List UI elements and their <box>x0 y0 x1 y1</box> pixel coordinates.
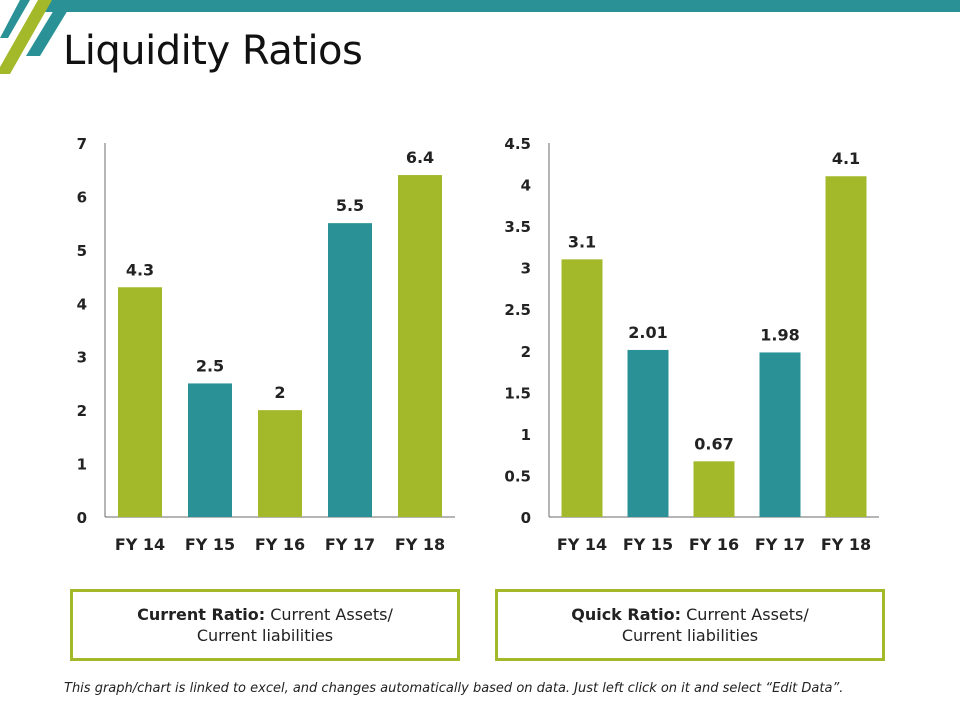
y-tick-label: 4 <box>521 177 531 195</box>
y-tick-label: 2.5 <box>504 301 531 319</box>
definition-line-1: Quick Ratio: Current Assets/ <box>571 604 809 625</box>
bar-fy-17 <box>759 352 801 517</box>
current-ratio-definition: Current Ratio: Current Assets/ Current l… <box>70 589 460 661</box>
y-tick-label: 2 <box>77 402 87 420</box>
bar-fy-14 <box>118 287 162 517</box>
corner-stripes-graphic <box>0 0 960 74</box>
y-tick-label: 3 <box>521 260 531 278</box>
y-tick-label: 3.5 <box>504 218 531 236</box>
green-stripe <box>0 0 52 74</box>
x-category-label: FY 17 <box>755 535 805 554</box>
y-tick-label: 1 <box>521 426 531 444</box>
bar-fy-16 <box>258 410 302 517</box>
bar-fy-18 <box>398 175 442 518</box>
bar-fy-15 <box>188 383 232 517</box>
definition-term: Current Ratio: <box>137 605 266 624</box>
definition-text: Current Assets/ <box>686 605 809 624</box>
x-category-label: FY 15 <box>185 535 235 554</box>
quick-ratio-chart: 0 0.5 1 1.5 2 2.5 3 3.5 4 4.5 3.1 FY 14 2.01 FY 15 0.6… <box>504 135 879 554</box>
top-teal-bar <box>40 0 960 12</box>
y-tick-label: 0.5 <box>504 467 531 485</box>
y-tick-label: 2 <box>521 343 531 361</box>
definition-line-1: Current Ratio: Current Assets/ <box>137 604 393 625</box>
data-label: 4.3 <box>126 260 154 279</box>
current-ratio-chart: 0 1 2 3 4 5 6 7 4.3 FY 14 2.5 FY 15 2 FY 16 5.5 FY 17 6.… <box>77 135 455 554</box>
x-category-label: FY 14 <box>557 535 607 554</box>
x-category-label: FY 15 <box>623 535 673 554</box>
y-tick-label: 0 <box>521 509 531 527</box>
data-label: 1.98 <box>760 325 799 344</box>
data-label: 6.4 <box>406 148 434 167</box>
data-label: 3.1 <box>568 232 596 251</box>
x-category-label: FY 18 <box>821 535 871 554</box>
data-label: 4.1 <box>832 149 860 168</box>
y-tick-label: 1 <box>77 456 87 474</box>
bar-fy-15 <box>627 349 669 517</box>
x-category-label: FY 14 <box>115 535 165 554</box>
bar-fy-17 <box>328 223 372 517</box>
bar-fy-14 <box>561 259 603 517</box>
data-label: 2 <box>274 383 285 402</box>
y-tick-label: 6 <box>77 188 87 206</box>
footnote: This graph/chart is linked to excel, and… <box>64 681 844 696</box>
y-tick-label: 0 <box>77 509 87 527</box>
x-category-label: FY 16 <box>255 535 305 554</box>
bar-fy-18 <box>825 176 867 517</box>
teal-stripe <box>26 0 74 56</box>
x-category-label: FY 17 <box>325 535 375 554</box>
data-label: 2.01 <box>628 323 667 342</box>
page-title: Liquidity Ratios <box>63 28 363 74</box>
definition-line-2: Current liabilities <box>621 626 759 645</box>
y-tick-label: 7 <box>77 135 87 153</box>
data-label: 5.5 <box>336 196 364 215</box>
data-label: 2.5 <box>196 356 224 375</box>
quick-ratio-definition: Quick Ratio: Current Assets/ Current lia… <box>495 589 885 661</box>
y-tick-label: 1.5 <box>504 384 531 402</box>
x-category-label: FY 16 <box>689 535 739 554</box>
y-tick-label: 3 <box>77 349 87 367</box>
bar-fy-16 <box>693 461 735 517</box>
definition-term: Quick Ratio: <box>571 605 682 624</box>
data-label: 0.67 <box>694 434 733 453</box>
y-tick-label: 4 <box>77 295 87 313</box>
definition-line-2: Current liabilities <box>196 626 334 645</box>
small-teal-stripe <box>0 0 30 38</box>
x-category-label: FY 18 <box>395 535 445 554</box>
y-tick-label: 5 <box>77 242 87 260</box>
definition-text: Current Assets/ <box>270 605 393 624</box>
y-tick-label: 4.5 <box>504 135 531 153</box>
top-decoration <box>0 0 960 74</box>
